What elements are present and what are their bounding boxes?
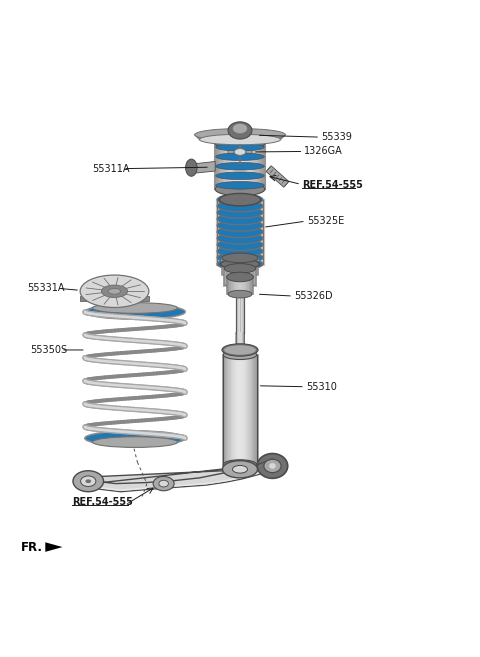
Text: 55310: 55310 xyxy=(306,382,337,392)
Ellipse shape xyxy=(85,431,185,445)
Ellipse shape xyxy=(153,476,174,491)
Ellipse shape xyxy=(228,290,252,298)
Ellipse shape xyxy=(217,239,263,250)
Text: REF.54-555: REF.54-555 xyxy=(72,497,133,507)
Ellipse shape xyxy=(223,350,257,359)
Ellipse shape xyxy=(219,193,261,206)
Text: 55326D: 55326D xyxy=(294,291,333,301)
Polygon shape xyxy=(236,333,244,355)
Ellipse shape xyxy=(93,303,178,313)
Ellipse shape xyxy=(224,263,256,273)
Ellipse shape xyxy=(269,463,276,469)
Ellipse shape xyxy=(223,460,257,469)
Ellipse shape xyxy=(101,285,128,298)
Ellipse shape xyxy=(215,137,265,150)
Ellipse shape xyxy=(232,465,248,473)
Ellipse shape xyxy=(216,172,264,179)
Ellipse shape xyxy=(217,219,263,231)
Ellipse shape xyxy=(216,181,264,189)
Ellipse shape xyxy=(228,145,252,158)
Polygon shape xyxy=(217,200,263,264)
Ellipse shape xyxy=(215,183,265,196)
Ellipse shape xyxy=(73,470,104,491)
Ellipse shape xyxy=(195,129,285,141)
Text: 55339: 55339 xyxy=(321,132,352,142)
Ellipse shape xyxy=(234,148,246,155)
Polygon shape xyxy=(187,162,215,173)
Ellipse shape xyxy=(222,461,258,478)
Ellipse shape xyxy=(81,476,96,486)
Polygon shape xyxy=(195,135,285,139)
Polygon shape xyxy=(222,258,258,275)
Ellipse shape xyxy=(217,200,263,212)
Ellipse shape xyxy=(224,271,256,279)
Ellipse shape xyxy=(216,153,264,160)
Text: 1326GA: 1326GA xyxy=(304,147,343,156)
Ellipse shape xyxy=(220,259,260,269)
Text: 55331A: 55331A xyxy=(28,283,65,294)
Polygon shape xyxy=(80,463,276,491)
Ellipse shape xyxy=(80,275,149,307)
Polygon shape xyxy=(223,355,257,464)
Ellipse shape xyxy=(233,124,247,133)
Polygon shape xyxy=(227,277,253,294)
Ellipse shape xyxy=(108,288,120,294)
Ellipse shape xyxy=(93,437,178,447)
Ellipse shape xyxy=(216,162,264,170)
Ellipse shape xyxy=(85,304,185,319)
Ellipse shape xyxy=(224,345,256,355)
Ellipse shape xyxy=(217,246,263,257)
Ellipse shape xyxy=(217,214,263,225)
Text: FR.: FR. xyxy=(21,541,42,554)
Ellipse shape xyxy=(216,143,264,151)
Polygon shape xyxy=(266,166,289,187)
Ellipse shape xyxy=(217,252,263,263)
Ellipse shape xyxy=(222,344,258,356)
Ellipse shape xyxy=(227,272,253,282)
Text: REF.54-555: REF.54-555 xyxy=(302,180,363,191)
Ellipse shape xyxy=(217,258,263,270)
Text: 55311A: 55311A xyxy=(92,164,130,173)
Ellipse shape xyxy=(217,194,263,206)
Ellipse shape xyxy=(228,122,252,139)
Ellipse shape xyxy=(217,233,263,244)
Ellipse shape xyxy=(257,453,288,478)
Ellipse shape xyxy=(217,207,263,218)
Ellipse shape xyxy=(226,282,254,289)
Ellipse shape xyxy=(199,134,281,145)
Ellipse shape xyxy=(186,159,197,176)
Text: 55325E: 55325E xyxy=(307,216,344,226)
Ellipse shape xyxy=(159,480,168,487)
Polygon shape xyxy=(236,298,244,333)
Polygon shape xyxy=(215,143,265,189)
Ellipse shape xyxy=(85,480,91,483)
Polygon shape xyxy=(80,296,149,301)
Ellipse shape xyxy=(222,253,258,263)
Ellipse shape xyxy=(217,226,263,238)
Ellipse shape xyxy=(264,459,281,472)
Text: 55350S: 55350S xyxy=(30,345,67,355)
Polygon shape xyxy=(45,542,62,552)
Polygon shape xyxy=(224,268,256,286)
